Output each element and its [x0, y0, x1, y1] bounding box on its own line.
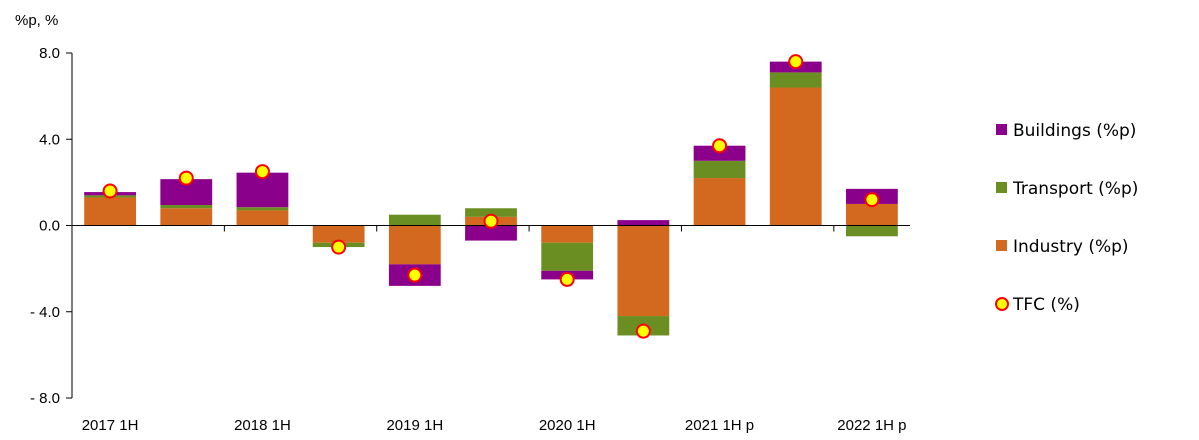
bar-industry-5 [388, 225, 441, 265]
bars-layer [84, 61, 898, 336]
tfc-marker-1 [102, 183, 118, 199]
bar-industry-7 [541, 225, 594, 243]
bar-buildings-8 [617, 220, 670, 226]
bar-transport-10 [769, 72, 822, 88]
tfc-marker-9 [712, 138, 728, 154]
legend-item-tfc: TFC (%) [995, 295, 1080, 315]
x-tick-label: 2022 1H p [837, 417, 906, 434]
bar-industry-8 [617, 225, 670, 317]
legend-item-transport: Transport (%p) [996, 179, 1138, 199]
tfc-marker-4 [331, 239, 347, 255]
bar-industry-4 [312, 225, 365, 243]
y-tick-label: 8.0 [39, 45, 60, 62]
bar-industry-3 [236, 210, 289, 226]
legend-swatch-industry [996, 240, 1007, 251]
bar-transport-6 [465, 208, 517, 217]
tfc-marker-11 [864, 192, 880, 208]
tfc-marker-6 [483, 213, 499, 229]
bar-industry-2 [160, 208, 213, 226]
legend: Buildings (%p) Transport (%p) Industry (%p… [995, 121, 1138, 315]
y-tick-label: - 4.0 [30, 304, 60, 321]
tfc-marker-7 [559, 271, 575, 287]
bar-industry-11 [846, 203, 898, 226]
bar-transport-7 [541, 242, 594, 271]
legend-item-buildings: Buildings (%p) [996, 121, 1136, 141]
bar-industry-9 [693, 178, 746, 226]
legend-swatch-buildings [996, 124, 1007, 135]
bar-transport-9 [693, 160, 746, 179]
legend-swatch-transport [996, 182, 1007, 193]
bar-transport-11 [846, 225, 898, 237]
legend-item-industry: Industry (%p) [996, 237, 1129, 257]
tfc-marker-2 [178, 170, 194, 186]
legend-label-buildings: Buildings (%p) [1013, 121, 1136, 141]
legend-marker-tfc [995, 297, 1009, 311]
y-tick-label: - 8.0 [30, 390, 60, 407]
bar-industry-10 [769, 87, 822, 226]
y-axis-label: %p, % [15, 12, 58, 29]
x-tick-label: 2017 1H [82, 417, 139, 434]
x-tick-label: 2019 1H [386, 417, 443, 434]
markers-layer [102, 54, 880, 339]
tfc-marker-8 [635, 323, 651, 339]
axes-layer: 8.0 4.0 0.0 - 4.0 - 8.0 2017 1H 2018 1H 2019 1H… [30, 45, 910, 434]
legend-label-transport: Transport (%p) [1012, 179, 1138, 199]
tfc-marker-10 [788, 54, 804, 70]
bar-transport-5 [388, 214, 441, 226]
tfc-marker-3 [254, 164, 270, 180]
bar-transport-2 [160, 205, 213, 209]
legend-label-industry: Industry (%p) [1013, 237, 1129, 257]
bar-industry-1 [84, 197, 136, 226]
bar-buildings-6 [465, 225, 517, 241]
bar-transport-3 [236, 207, 289, 211]
x-tick-label: 2021 1H p [685, 417, 754, 434]
y-tick-label: 4.0 [39, 131, 60, 148]
bar-buildings-9 [693, 145, 746, 161]
x-tick-label: 2020 1H [539, 417, 596, 434]
legend-label-tfc: TFC (%) [1012, 295, 1080, 315]
y-tick-label: 0.0 [39, 218, 60, 235]
x-tick-label: 2018 1H [234, 417, 291, 434]
tfc-marker-5 [407, 267, 423, 283]
